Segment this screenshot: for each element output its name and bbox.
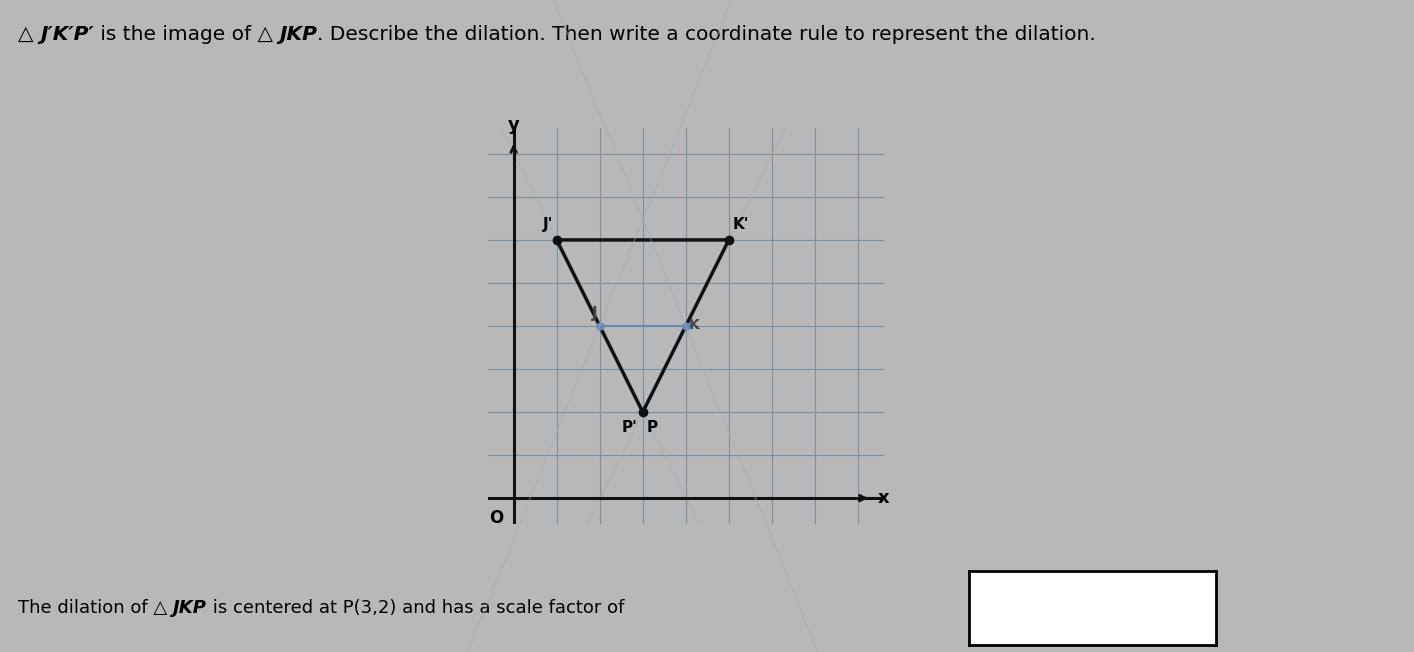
Text: K: K: [689, 318, 700, 332]
Text: y: y: [508, 117, 519, 134]
Text: J: J: [592, 306, 598, 321]
Text: JKP: JKP: [173, 599, 206, 617]
Text: J′K′P′: J′K′P′: [40, 25, 93, 44]
Text: is the image of △: is the image of △: [93, 25, 279, 44]
Text: JKP: JKP: [279, 25, 317, 44]
Text: K': K': [732, 217, 749, 232]
Text: △: △: [18, 25, 40, 44]
Text: P: P: [646, 420, 658, 435]
Text: The dilation of △: The dilation of △: [18, 599, 173, 617]
Text: J': J': [543, 217, 553, 232]
Text: P': P': [622, 420, 638, 435]
Text: O: O: [489, 509, 503, 527]
Text: . Describe the dilation. Then write a coordinate rule to represent the dilation.: . Describe the dilation. Then write a co…: [317, 25, 1096, 44]
Text: is centered at P(3,2) and has a scale factor of: is centered at P(3,2) and has a scale fa…: [206, 599, 625, 617]
Text: x: x: [877, 489, 889, 507]
